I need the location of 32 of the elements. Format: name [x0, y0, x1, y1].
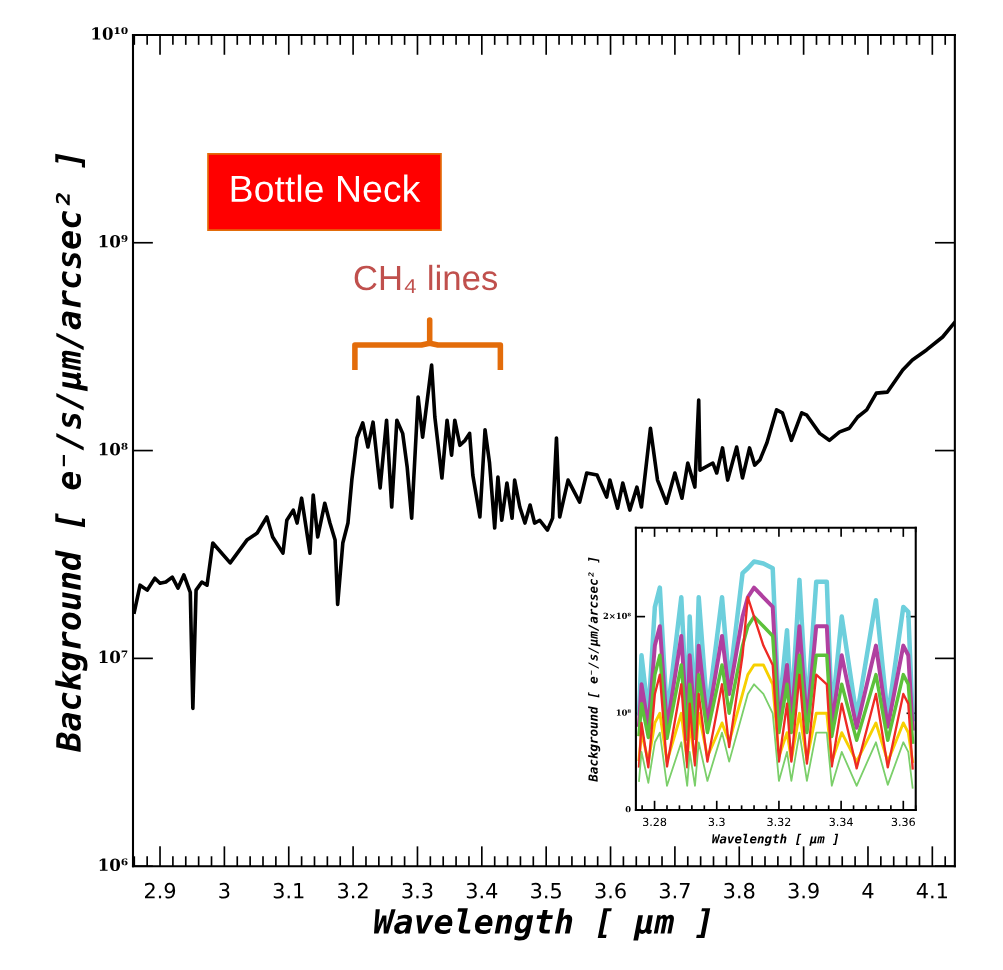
x-tick-label: 3.32	[767, 817, 791, 827]
x-axis-title: Wavelength [ μm ]	[712, 833, 839, 846]
x-tick-label: 3.3	[708, 817, 725, 827]
x-tick-label: 3.5	[531, 882, 561, 899]
y-tick-label: 10⁸	[616, 709, 631, 716]
y-tick-label: 10¹⁰	[92, 27, 128, 40]
x-tick-label: 3.6	[595, 882, 626, 899]
x-tick-label: 3.1	[273, 882, 304, 899]
x-tick-label: 3.9	[788, 882, 819, 899]
x-tick-label: 4	[862, 883, 874, 899]
x-tick-label: 3.8	[724, 882, 755, 899]
x-tick-label: 3.34	[829, 817, 853, 827]
x-tick-label: 4.1	[916, 883, 947, 899]
y-tick-label: 0	[625, 806, 631, 813]
y-tick-label: 10⁹	[99, 234, 128, 248]
y-tick-label: 10⁸	[99, 442, 128, 456]
x-tick-label: 3.7	[659, 882, 690, 899]
x-tick-label: 3	[219, 882, 230, 899]
x-tick-label: 3.3	[402, 882, 433, 899]
x-tick-label: 2.9	[144, 882, 176, 899]
y-axis-title: Background [ e⁻/s/μm/arcsec² ]	[55, 153, 88, 752]
x-tick-label: 3.36	[891, 817, 915, 827]
x-tick-label: 3.28	[643, 817, 667, 827]
annotation: Bottle Neck	[231, 174, 421, 203]
y-tick-label: 2×10⁸	[603, 612, 631, 620]
x-axis-title: Wavelength [ μm ]	[374, 908, 711, 941]
x-tick-label: 3.2	[338, 882, 368, 899]
y-axis-title: Background [ e⁻/s/μm/arcsec² ]	[588, 557, 601, 782]
x-tick-label: 3.4	[466, 882, 498, 899]
annotation: CH₄ lines	[354, 264, 498, 293]
y-tick-label: 10⁶	[99, 858, 128, 872]
y-tick-label: 10⁷	[99, 650, 128, 664]
